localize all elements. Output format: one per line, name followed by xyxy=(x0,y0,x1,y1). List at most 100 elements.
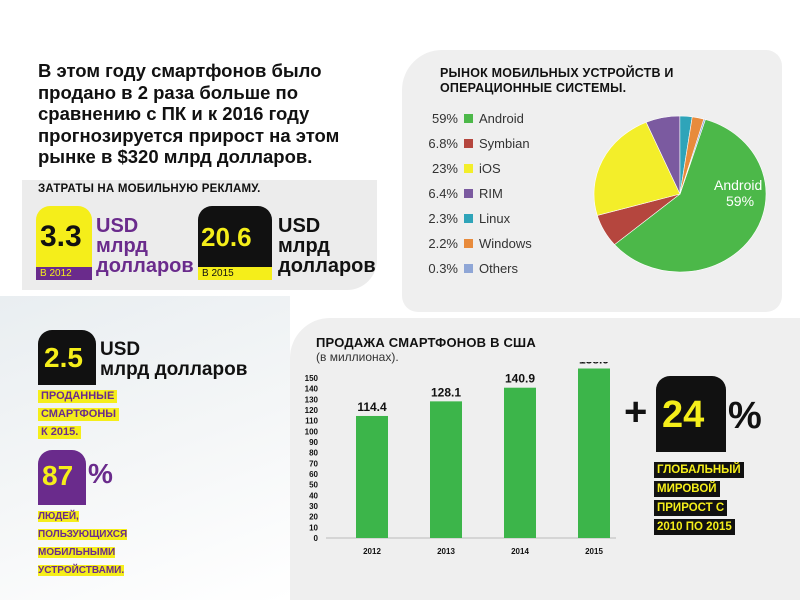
bar-2015 xyxy=(578,368,610,538)
x-tick-label: 2015 xyxy=(585,547,603,556)
ad-2015-value: 20.6 xyxy=(201,222,252,252)
bar-2014 xyxy=(504,387,536,538)
pie-inner-label-name: Android xyxy=(714,177,762,193)
sold-unit-line1: USD xyxy=(100,339,141,360)
ad-2012-unit-line1: USD xyxy=(96,215,139,237)
y-tick-label: 50 xyxy=(309,481,318,490)
us-sales-title: ПРОДАЖА СМАРТФОНОВ В США xyxy=(316,335,536,350)
pie-slice-ios xyxy=(593,121,681,216)
pie-slice-others xyxy=(679,118,706,195)
sold-unit: USD млрд долларов xyxy=(100,340,247,380)
y-tick-label: 90 xyxy=(309,438,318,447)
legend-swatch xyxy=(464,188,473,198)
growth-label-line3: ПРИРОСТ С xyxy=(654,500,728,516)
legend-name: Android xyxy=(479,110,524,126)
ad-2015-tag: 20.6 В 2015 xyxy=(198,206,272,280)
y-tick-label: 150 xyxy=(305,374,319,383)
ad-2012-value: 3.3 xyxy=(40,220,82,253)
y-tick-label: 80 xyxy=(309,449,318,458)
ad-2015-unit: USD млрд долларов xyxy=(278,216,376,276)
ad-2015-unit-line1: USD xyxy=(278,215,321,237)
legend-name: Windows xyxy=(479,235,532,251)
bar-value-label: 128.1 xyxy=(431,385,461,399)
growth-value: 24 xyxy=(662,394,705,436)
sold-tag: 2.5 xyxy=(38,330,96,385)
legend-item-android: 59% Android xyxy=(414,110,524,126)
y-tick-label: 10 xyxy=(309,523,318,532)
y-tick-label: 110 xyxy=(305,417,318,426)
bar-value-label: 114.4 xyxy=(357,400,387,414)
legend-pct: 6.4% xyxy=(428,185,458,201)
x-tick-label: 2014 xyxy=(511,547,529,556)
legend-swatch xyxy=(464,113,473,123)
y-tick-label: 130 xyxy=(305,395,319,404)
legend-swatch xyxy=(464,238,473,248)
sold-label-line3: К 2015. xyxy=(38,426,82,439)
ad-2012-unit-line3: долларов xyxy=(96,255,194,277)
ad-2015-unit-line2: млрд xyxy=(278,235,330,257)
x-tick-label: 2013 xyxy=(437,547,455,556)
y-tick-label: 20 xyxy=(309,513,318,522)
sold-label: ПРОДАННЫЕ СМАРТФОНЫ К 2015. xyxy=(38,386,120,440)
growth-label-line2: МИРОВОЙ xyxy=(654,481,720,497)
users-percent: % xyxy=(88,458,113,489)
users-value: 87 xyxy=(42,460,74,491)
legend-pct: 23% xyxy=(431,160,458,176)
ad-2012-tag: 3.3 В 2012 xyxy=(36,206,92,280)
sold-unit-line2: млрд долларов xyxy=(100,359,248,380)
os-legend: 59% Android 6.8% Symbian 23% iOS 6.4% RIM 2.3% Li… xyxy=(414,110,594,290)
us-sales-subtitle: (в миллионах). xyxy=(316,350,399,364)
growth-plus: + xyxy=(624,390,648,434)
growth-label: ГЛОБАЛЬНЫЙ МИРОВОЙ ПРИРОСТ С 2010 ПО 201… xyxy=(654,460,744,535)
growth-tag: 24 xyxy=(656,376,726,452)
ad-2015-year: В 2015 xyxy=(198,267,272,280)
y-tick-label: 0 xyxy=(314,534,319,543)
y-tick-label: 100 xyxy=(305,427,319,436)
legend-swatch xyxy=(464,163,473,173)
legend-pct: 2.3% xyxy=(428,210,458,226)
bar-value-label: 140.9 xyxy=(505,372,535,386)
y-tick-label: 140 xyxy=(305,385,319,394)
growth-percent: % xyxy=(728,395,762,437)
legend-pct: 0.3% xyxy=(428,260,458,276)
legend-swatch xyxy=(464,263,473,273)
bar-value-label: 158.9 xyxy=(579,362,609,367)
legend-item-linux: 2.3% Linux xyxy=(414,210,510,226)
sold-label-line1: ПРОДАННЫЕ xyxy=(38,390,118,403)
bar-2012 xyxy=(356,415,388,538)
users-label-line3: МОБИЛЬНЫМИ xyxy=(38,547,116,558)
growth-label-line1: ГЛОБАЛЬНЫЙ xyxy=(654,462,744,478)
legend-name: Symbian xyxy=(479,135,530,151)
y-tick-label: 120 xyxy=(305,406,319,415)
growth-label-line4: 2010 ПО 2015 xyxy=(654,519,735,535)
legend-pct: 2.2% xyxy=(428,235,458,251)
legend-item-symbian: 6.8% Symbian xyxy=(414,135,530,151)
users-tag: 87 xyxy=(38,450,86,505)
legend-swatch xyxy=(464,138,473,148)
users-label: ЛЮДЕЙ, ПОЛЬЗУЮЩИХСЯ МОБИЛЬНЫМИ УСТРОЙСТВ… xyxy=(38,506,128,578)
legend-item-rim: 6.4% RIM xyxy=(414,185,502,201)
ad-spend-title: ЗАТРАТЫ НА МОБИЛЬНУЮ РЕКЛАМУ. xyxy=(38,183,261,195)
ad-2012-year: В 2012 xyxy=(36,267,92,280)
x-tick-label: 2012 xyxy=(363,547,381,556)
sold-label-line2: СМАРТФОНЫ xyxy=(38,408,120,421)
os-market-title: РЫНОК МОБИЛЬНЫХ УСТРОЙСТВ И ОПЕРАЦИОННЫЕ… xyxy=(440,66,674,95)
legend-item-others: 0.3% Others xyxy=(414,260,518,276)
ad-2015-unit-line3: долларов xyxy=(278,255,376,277)
legend-item-ios: 23% iOS xyxy=(414,160,501,176)
users-label-line2: ПОЛЬЗУЮЩИХСЯ xyxy=(38,529,128,540)
users-label-line4: УСТРОЙСТВАМИ. xyxy=(38,565,125,576)
y-tick-label: 40 xyxy=(309,491,318,500)
y-tick-label: 70 xyxy=(309,459,318,468)
legend-pct: 6.8% xyxy=(428,135,458,151)
legend-name: Linux xyxy=(479,210,511,226)
y-tick-label: 30 xyxy=(309,502,318,511)
bar-2013 xyxy=(430,401,462,538)
users-label-line1: ЛЮДЕЙ, xyxy=(38,511,79,522)
ad-2012-unit: USD млрд долларов xyxy=(96,216,194,276)
legend-name: Others xyxy=(479,260,519,276)
legend-name: iOS xyxy=(479,160,501,176)
ad-2012-unit-line2: млрд xyxy=(96,235,148,257)
